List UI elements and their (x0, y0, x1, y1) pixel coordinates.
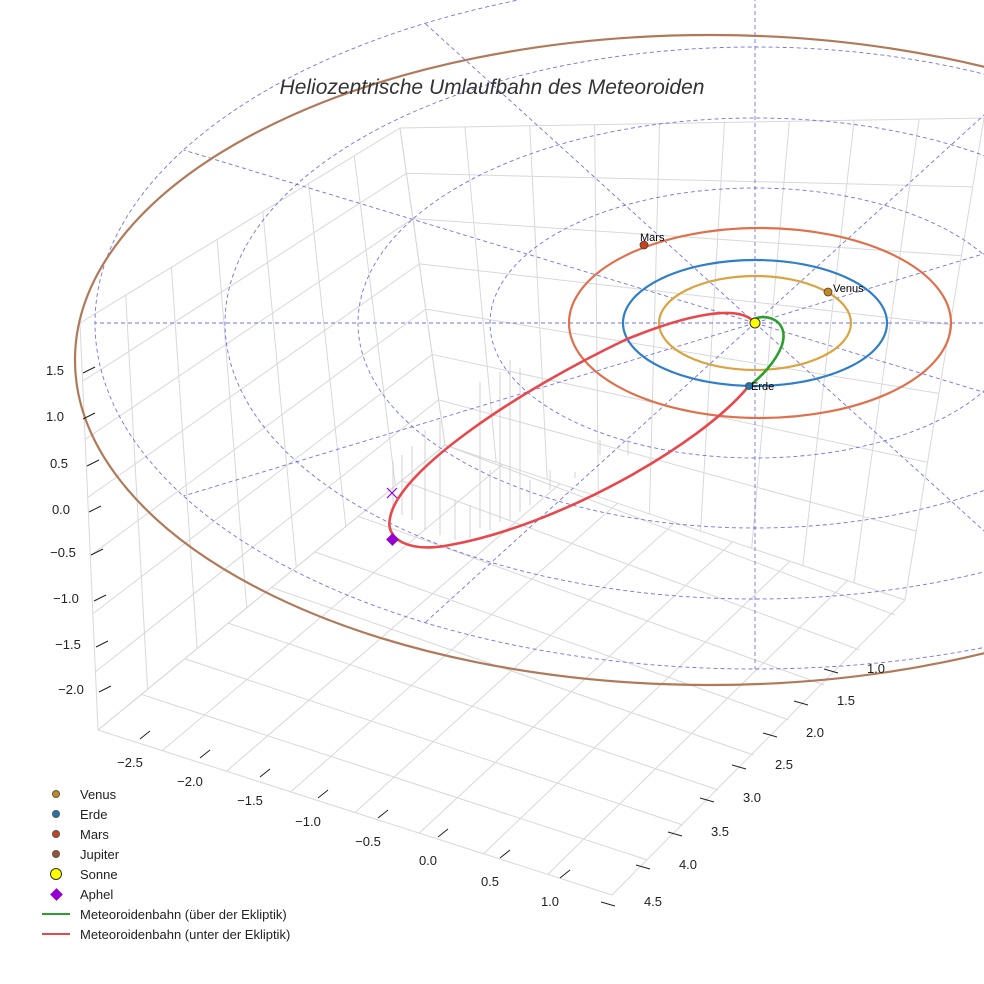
aphel-marker (386, 533, 399, 546)
y-tick-label: 4.0 (679, 857, 697, 872)
legend-label: Jupiter (80, 846, 120, 862)
sun-marker (749, 317, 761, 329)
legend-item: Jupiter (40, 844, 290, 864)
jupiter-orbit (74, 33, 984, 687)
axes: −2.5 −2.0 −1.5 −1.0 −0.5 0.0 0.5 1.0 1.0 1.5 2.0 2.… (46, 363, 885, 909)
erde-label: Erde (751, 381, 774, 393)
z-tick-label: −2.0 (58, 682, 84, 697)
drop-lines (392, 360, 629, 540)
venus-label: Venus (833, 283, 864, 295)
legend: Venus Erde Mars Jupiter Sonne Aphel Meteoroide… (40, 784, 290, 944)
grid-panes (79, 117, 984, 896)
legend-symbol (40, 884, 72, 904)
legend-item: Aphel (40, 884, 290, 904)
venus-orbit (657, 274, 853, 372)
y-tick-label: 3.0 (743, 790, 761, 805)
legend-item: Meteoroidenbahn (über der Ekliptik) (40, 904, 290, 924)
planet-orbits (74, 33, 984, 687)
legend-label: Venus (80, 786, 117, 802)
aphel-projection-marker (386, 487, 398, 499)
legend-label: Sonne (80, 866, 118, 882)
x-tick-label: −0.5 (355, 834, 381, 849)
legend-item: Venus (40, 784, 290, 804)
legend-label: Meteoroidenbahn (über der Ekliptik) (80, 906, 287, 922)
x-tick-label: −1.0 (295, 814, 321, 829)
legend-item: Meteoroidenbahn (unter der Ekliptik) (40, 924, 290, 944)
legend-label: Erde (80, 806, 108, 822)
legend-label: Meteoroidenbahn (unter der Ekliptik) (80, 926, 291, 942)
z-tick-label: −0.5 (50, 545, 76, 560)
z-tick-label: −1.0 (53, 591, 79, 606)
y-tick-label: 3.5 (711, 824, 729, 839)
venus-marker (823, 287, 833, 297)
ecliptic-guides (94, 0, 984, 670)
erde-marker (745, 382, 753, 390)
legend-label: Mars (80, 826, 109, 842)
meteoroid-below-ecliptic (388, 311, 753, 549)
x-tick-label: −1.5 (237, 793, 263, 808)
chart-title: Heliozentrische Umlaufbahn des Meteoroid… (280, 76, 705, 99)
legend-symbol (40, 824, 72, 844)
x-tick-label: 1.0 (541, 894, 559, 909)
legend-symbol (40, 904, 72, 924)
y-tick-label: 1.0 (867, 661, 885, 676)
legend-symbol (40, 844, 72, 864)
y-tick-label: 4.5 (644, 894, 662, 909)
z-tick-label: 0.0 (52, 502, 70, 517)
x-tick-label: −2.0 (177, 774, 203, 789)
meteoroid-path (388, 311, 785, 549)
legend-item: Erde (40, 804, 290, 824)
x-tick-label: 0.0 (419, 853, 437, 868)
z-tick-label: 0.5 (50, 456, 68, 471)
mars-label: Mars (640, 232, 665, 244)
legend-symbol (40, 924, 72, 944)
legend-symbol (40, 804, 72, 824)
markers: Venus Erde Mars (386, 232, 864, 546)
y-tick-label: 1.5 (837, 693, 855, 708)
z-tick-label: 1.5 (46, 363, 64, 378)
z-tick-label: −1.5 (55, 637, 81, 652)
mars-marker (639, 240, 649, 250)
legend-item: Mars (40, 824, 290, 844)
mars-orbit (567, 226, 953, 420)
legend-label: Aphel (80, 886, 114, 902)
meteoroid-above-ecliptic (747, 315, 785, 389)
y-tick-label: 2.0 (806, 725, 824, 740)
legend-item: Sonne (40, 864, 290, 884)
erde-orbit (621, 258, 889, 388)
y-tick-label: 2.5 (775, 757, 793, 772)
z-tick-label: 1.0 (46, 409, 64, 424)
x-tick-label: 0.5 (481, 874, 499, 889)
x-tick-label: −2.5 (117, 755, 143, 770)
legend-symbol (40, 784, 72, 804)
legend-symbol (40, 864, 72, 884)
